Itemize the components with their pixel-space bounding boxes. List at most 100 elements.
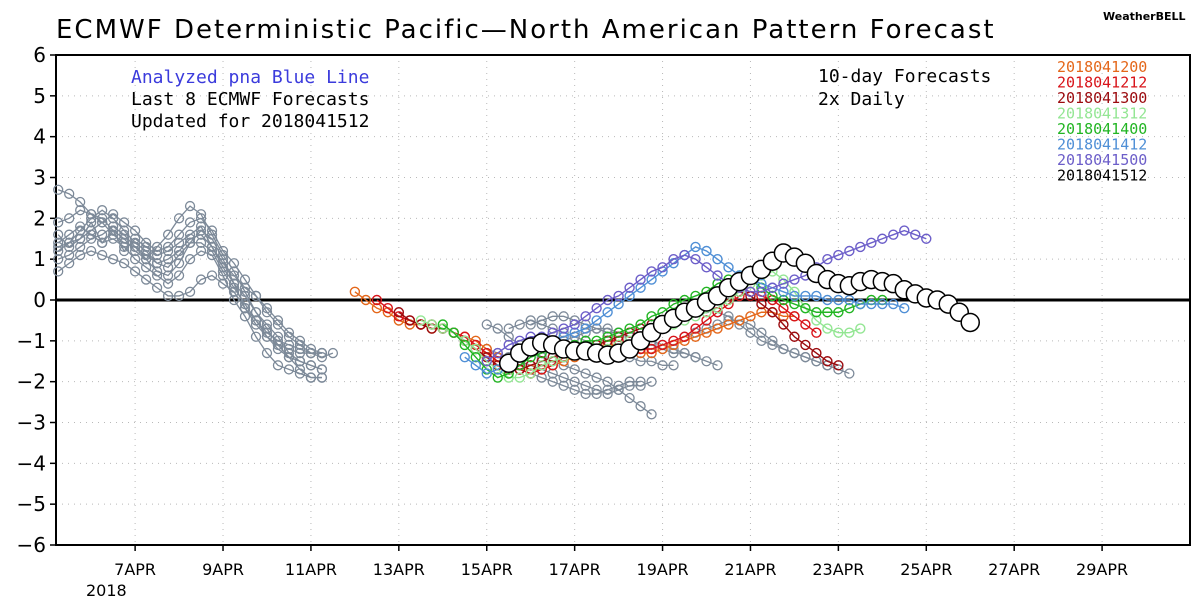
history-series-point: [97, 237, 108, 248]
forecast-2018041200-point: [349, 286, 361, 298]
forecast-2018041412-point: [756, 278, 767, 289]
forecast-2018041412-point: [822, 294, 833, 306]
forecast-2018041200-point: [701, 327, 712, 338]
y-tick-label: −4: [17, 451, 46, 475]
history-series-point: [151, 258, 163, 269]
forecast-2018041312-point: [822, 323, 833, 334]
history-series-point: [305, 372, 317, 383]
history-series-point: [129, 266, 141, 277]
forecast-2018041412-point: [888, 298, 899, 310]
legend-entry: 2018041200: [1057, 58, 1147, 76]
history-series-point: [173, 258, 185, 269]
forecast-2018041412-point: [701, 245, 712, 257]
history-tail-point: [569, 376, 580, 387]
x-tick-label: 19APR: [637, 560, 689, 579]
forecast-2018041412-point: [855, 298, 866, 310]
forecast-2018041412-point: [580, 323, 591, 334]
y-tick-label: −2: [17, 370, 46, 394]
history-series-point: [272, 315, 284, 326]
history-series-point: [294, 356, 306, 367]
history-series-point: [173, 270, 185, 281]
forecast-2018041400-point: [437, 319, 448, 330]
history-series-point: [86, 245, 97, 257]
history-tail-point: [624, 376, 635, 387]
history-series-point: [228, 266, 240, 277]
forecast-2018041312-point: [426, 319, 438, 330]
history-series-point: [316, 347, 328, 359]
y-tick-label: 0: [33, 288, 46, 312]
history-series-point: [250, 307, 262, 318]
forecast-2018041212-point: [382, 302, 394, 314]
forecast-2018041200-point: [371, 302, 383, 314]
history-series-point: [184, 200, 196, 212]
history-series-point: [173, 290, 185, 302]
y-tick-label: 1: [33, 247, 46, 271]
forecast-2018041500-point: [899, 225, 910, 236]
forecast-2018041412-point: [690, 241, 701, 253]
history-series-point: [64, 249, 75, 261]
y-tick-label: −5: [17, 492, 46, 516]
history-series-point: [97, 205, 108, 216]
history-series-point: [294, 343, 306, 355]
history-tail-point: [547, 311, 558, 322]
x-axis-ticks: 7APR 9APR 11APR 13APR 15APR 17APR 19APR 21APR 23…: [114, 545, 1128, 579]
forecast-2018041412-point: [569, 327, 580, 338]
history-series-point: [206, 225, 218, 236]
forecast-2018041412-point: [613, 298, 624, 310]
history-series-point: [53, 266, 64, 277]
history-series-point: [129, 254, 141, 265]
history-tail-point: [701, 356, 712, 367]
forecast-2018041500-point: [844, 245, 855, 257]
forecast-2018041200-point: [712, 323, 723, 334]
forecast-2018041300-point: [778, 319, 789, 330]
history-series-point: [140, 237, 152, 248]
forecast-2018041300-point: [822, 356, 833, 367]
forecast-2018041312-point: [415, 315, 427, 326]
forecast-2018041412-point: [866, 298, 877, 310]
history-series-point: [140, 274, 152, 285]
forecast-2018041212-point: [690, 323, 701, 334]
x-tick-label: 25APR: [900, 560, 952, 579]
history-tail-point: [800, 352, 811, 363]
x-tick-label: 11APR: [285, 560, 337, 579]
forecast-2018041500-point: [822, 253, 833, 265]
forecast-2018041500-point: [855, 241, 866, 253]
forecast-2018041400-point: [646, 311, 657, 322]
x-tick-label: 21APR: [724, 560, 776, 579]
brand-logo-text: WeatherBELL: [1103, 10, 1186, 23]
history-series-point: [184, 286, 196, 297]
forecast-2018041300-point: [393, 307, 405, 318]
history-tail-point: [646, 376, 657, 387]
history-tail-line: [684, 319, 828, 366]
forecast-2018041212-point: [668, 335, 679, 347]
history-series-point: [283, 352, 295, 363]
history-tail-point: [756, 335, 767, 346]
history-series-point: [173, 249, 185, 261]
history-series-point: [140, 245, 152, 257]
history-tail-point: [668, 347, 679, 359]
history-series-point: [75, 249, 86, 261]
analyzed-note: Analyzed pna Blue Line: [131, 67, 369, 88]
history-tail-point: [580, 380, 591, 391]
legend-entry: 2018041512: [1057, 167, 1147, 185]
history-series-point: [107, 221, 119, 232]
history-tail-point: [624, 392, 635, 404]
history-tail-point: [646, 409, 657, 420]
history-tail-point: [547, 376, 558, 387]
forecast-2018041412-point: [800, 290, 811, 302]
history-tail-point: [514, 319, 525, 330]
forecast-2018041412-point: [723, 262, 734, 273]
history-series-point: [64, 258, 75, 269]
history-series-point: [86, 229, 97, 240]
history-series-point: [162, 229, 174, 240]
history-series-point: [118, 241, 130, 253]
y-axis-ticks: 6 5 4 3 2 1 0 −1 −2 −3 −4 −5 −6: [17, 43, 56, 557]
forecast-2018041400-point: [789, 298, 800, 310]
forecast-2018041400-point: [635, 319, 646, 330]
history-series-point: [294, 335, 306, 346]
forecast-2018041312-point: [844, 327, 855, 338]
history-series-point: [305, 343, 317, 355]
tenday-note: 10-day Forecasts: [818, 66, 991, 87]
forecast-2018041400-point: [800, 302, 811, 314]
x-tick-label: 17APR: [549, 560, 601, 579]
